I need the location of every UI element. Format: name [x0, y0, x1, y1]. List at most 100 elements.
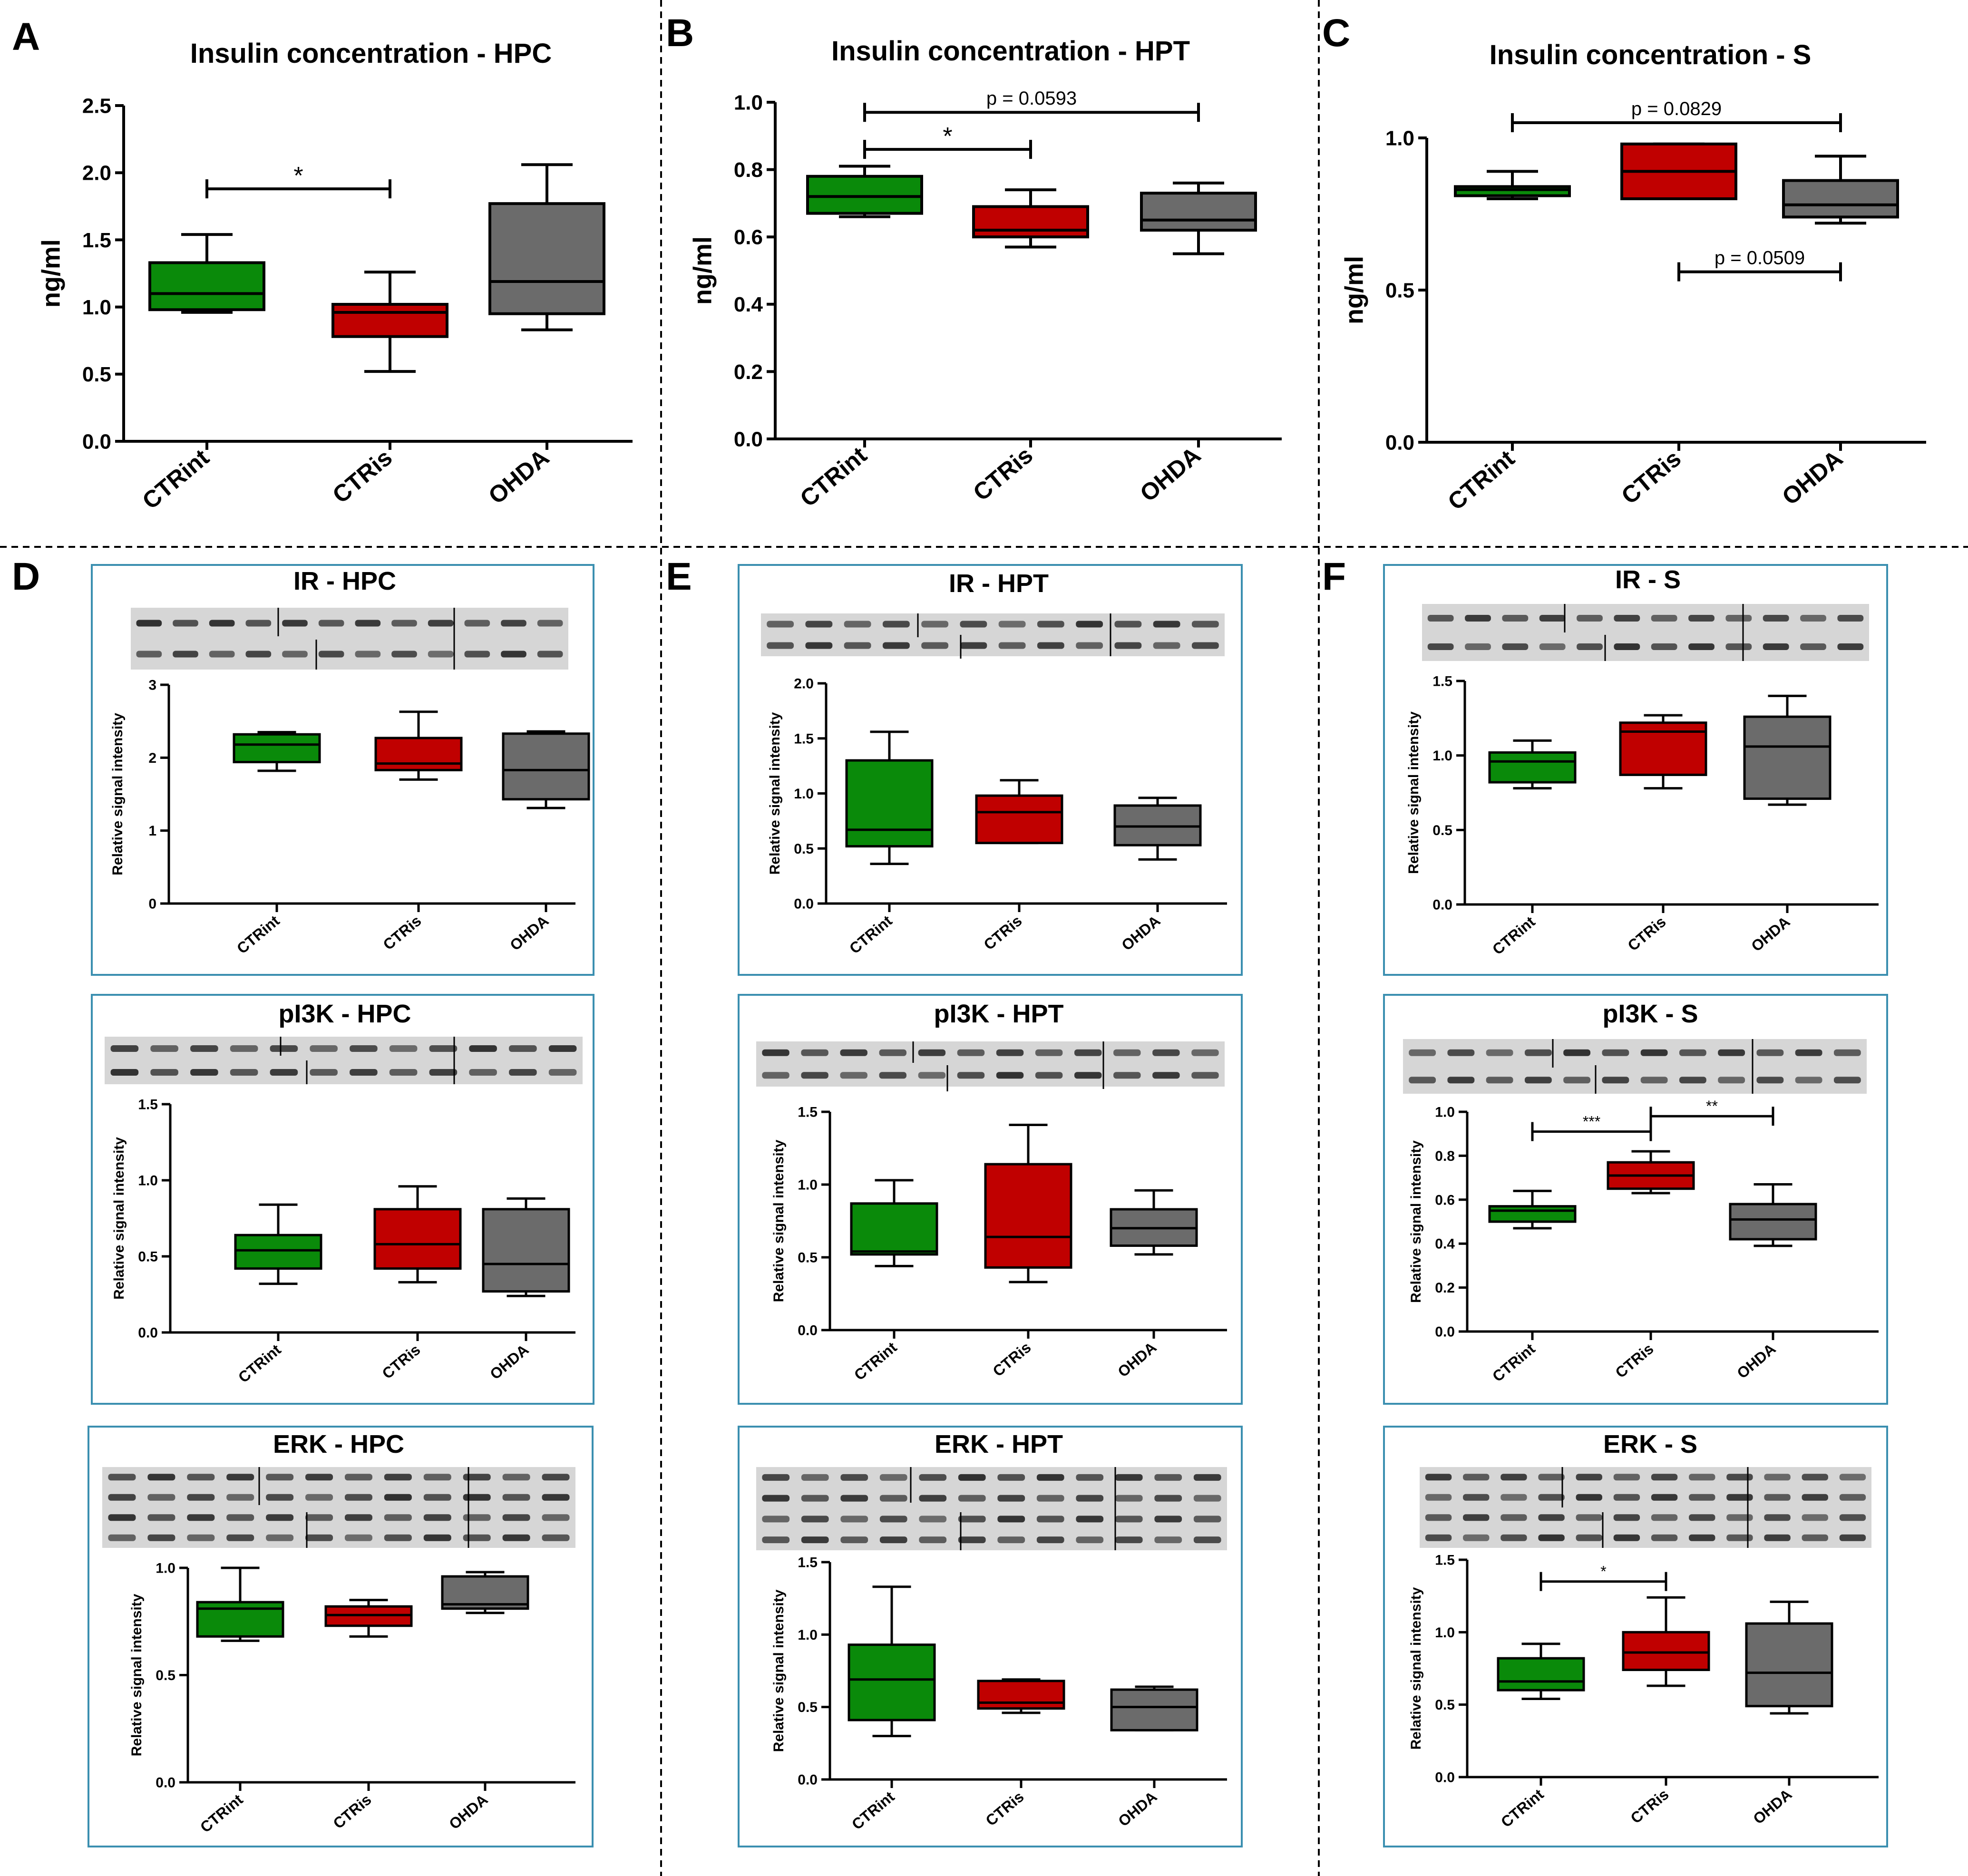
blot-band: [136, 620, 162, 627]
blot-band: [879, 1072, 907, 1079]
blot-band: [1725, 615, 1752, 622]
x-category-label: CTRint: [1489, 1340, 1539, 1385]
blot-band: [1076, 642, 1103, 649]
blot-band: [1425, 1474, 1452, 1481]
box-ctris: [1622, 1596, 1710, 1687]
box-ctris: [324, 1599, 413, 1638]
blot-band: [1191, 1049, 1219, 1056]
blot-band: [270, 1069, 298, 1076]
blot-band: [226, 1494, 254, 1501]
blot-band: [1539, 643, 1566, 650]
western-blot-strip: [1420, 1467, 1871, 1548]
y-tick-label: 0: [148, 896, 156, 912]
blot-band: [1035, 1049, 1063, 1056]
blot-band: [108, 1494, 136, 1501]
blot-band: [282, 651, 308, 658]
blot-band: [1613, 1474, 1640, 1481]
blot-band: [1602, 1049, 1629, 1056]
significance-label: *: [943, 123, 952, 150]
blot-band: [1651, 1534, 1678, 1541]
western-blot-strip: [105, 1037, 583, 1084]
blot-band: [840, 1049, 867, 1056]
blot-band: [921, 642, 949, 649]
blot-band: [542, 1474, 570, 1481]
box-iqr: [234, 1234, 322, 1270]
blot-band: [136, 651, 162, 658]
blot-band: [919, 1474, 947, 1481]
blot-band: [958, 1495, 986, 1502]
blot-band: [1718, 1049, 1745, 1056]
blot-band: [840, 1474, 868, 1481]
blot-band: [1837, 643, 1864, 650]
frame-ir-s: [1383, 564, 1888, 976]
blot-band: [384, 1534, 412, 1541]
blot-band: [1726, 1514, 1753, 1521]
blot-band: [1577, 643, 1603, 650]
x-category-label: CTRint: [846, 912, 896, 957]
blot-band: [1795, 1049, 1822, 1056]
blot-band: [389, 1045, 418, 1052]
chart-b: Insulin concentration - HPT 0.0 0.2 0.4 0.6 0…: [689, 36, 1282, 512]
blot-band: [801, 1474, 829, 1481]
blot-band: [245, 620, 272, 627]
y-tick-label: 0.4: [734, 293, 763, 316]
blot-band: [429, 1045, 458, 1052]
box-ohda: [488, 163, 605, 331]
chart-d2: pI3K - HPC 0.0 0.5 1.0 1.5 Relative signal in…: [111, 1000, 575, 1386]
blot-band: [1764, 1474, 1791, 1481]
blot-band: [1425, 1534, 1452, 1541]
blot-band: [429, 1069, 458, 1076]
frame-ir-hpc: [91, 564, 594, 976]
significance-label: p = 0.0509: [1715, 248, 1805, 269]
blot-band: [1114, 621, 1142, 628]
box-ohda: [1782, 155, 1899, 225]
blot-band: [840, 1072, 867, 1079]
blot-band: [1688, 643, 1715, 650]
x-category-label: OHDA: [446, 1791, 491, 1833]
blot-background: [131, 608, 568, 670]
y-axis-label: Relative signal intensity: [1408, 1587, 1424, 1750]
blot-band: [1651, 1474, 1678, 1481]
blot-band: [1563, 1077, 1591, 1084]
blot-background: [1420, 1467, 1871, 1548]
chart-title: pI3K - S: [1602, 1000, 1698, 1028]
y-tick-label: 0.0: [1435, 1324, 1455, 1340]
blot-band: [762, 1495, 790, 1502]
x-category-label: CTRis: [380, 912, 425, 953]
blot-band: [1689, 1534, 1715, 1541]
western-blot-strip: [756, 1041, 1225, 1091]
blot-band: [1465, 615, 1491, 622]
blot-band: [509, 1045, 537, 1052]
blot-band: [801, 1072, 828, 1079]
x-category-label: CTRint: [197, 1791, 246, 1836]
blot-band: [840, 1516, 868, 1523]
blot-band: [1465, 643, 1491, 650]
box-ctris: [984, 1124, 1072, 1283]
blot-band: [957, 1049, 985, 1056]
box-iqr: [1782, 179, 1899, 219]
box-ohda: [1140, 181, 1257, 255]
blot-band: [879, 1049, 907, 1056]
blot-band: [305, 1534, 333, 1541]
y-tick-label: 0.0: [734, 428, 763, 451]
blot-background: [1422, 604, 1869, 661]
chart-title: Insulin concentration - S: [1490, 39, 1812, 70]
x-category-label: CTRis: [1616, 445, 1686, 510]
chart-title: Insulin concentration - HPT: [831, 36, 1190, 67]
box-ohda: [1729, 1183, 1817, 1247]
box-iqr: [373, 1208, 462, 1270]
y-tick-label: 0.5: [798, 1700, 818, 1715]
y-axis-label: Relative signal intensity: [767, 712, 783, 875]
x-category-label: OHDA: [487, 1341, 532, 1383]
blot-band: [919, 1536, 947, 1544]
y-tick-label: 0.0: [156, 1775, 175, 1791]
blot-band: [801, 1049, 828, 1056]
y-tick-label: 1.0: [734, 91, 763, 114]
box-iqr: [975, 794, 1063, 845]
y-tick-label: 0.5: [1432, 823, 1452, 838]
significance-bracket: p = 0.0593: [863, 88, 1200, 122]
y-tick-label: 1.0: [798, 1627, 818, 1643]
blot-band: [1152, 1072, 1180, 1079]
blot-band: [1614, 615, 1640, 622]
